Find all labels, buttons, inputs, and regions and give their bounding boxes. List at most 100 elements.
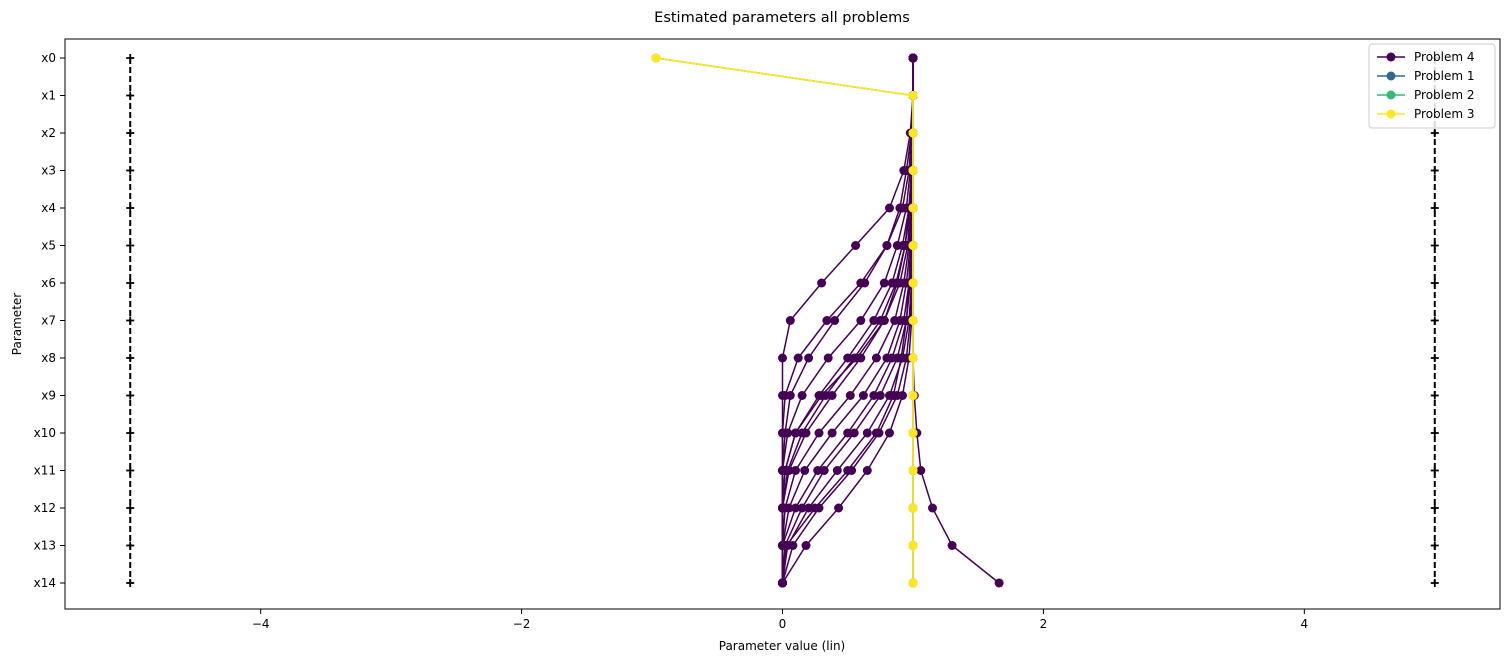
data-point [784,503,794,513]
data-point [908,428,918,438]
data-point [849,428,859,438]
data-point [830,316,840,325]
data-point [858,391,868,400]
data-point [822,316,832,325]
x-tick-label: −2 [513,617,531,631]
data-point [804,353,814,363]
y-axis: x0 x1 x2 x3 x4 x5 x6 x7 x8 x9 x10 x11 x12 x13 x14 [34,51,65,590]
y-tick-label: x8 [41,351,56,365]
data-point [869,316,879,325]
data-point [908,128,918,138]
data-point [800,466,810,475]
y-tick-label: x3 [41,164,56,178]
data-point [813,466,823,475]
y-tick-label: x9 [41,389,56,403]
data-point [898,391,907,400]
legend-marker [1386,71,1396,81]
data-point [814,428,824,438]
upper-bound-marker [1430,166,1439,175]
legend-item: Problem 2 [1377,88,1475,102]
data-point [791,428,800,438]
data-point [651,53,661,63]
upper-bound-marker [1430,466,1439,475]
data-point [885,391,894,400]
upper-bound-marker [1430,129,1439,137]
lower-bound-marker [126,466,135,475]
x-axis: −4 −2 0 2 4 [252,609,1308,631]
lower-bound-marker [126,429,135,437]
data-point [847,466,857,475]
data-point [908,578,918,588]
data-point [783,466,793,475]
x-tick-label: 2 [1040,617,1048,631]
data-point [891,278,901,288]
lower-bound-marker [126,316,135,325]
lower-bound-marker [126,579,135,587]
data-point [908,353,918,363]
data-point [869,391,879,400]
plot-area [126,53,1439,588]
y-tick-label: x12 [34,501,56,515]
legend-label: Problem 1 [1414,69,1475,83]
data-point [827,428,837,438]
y-tick-label: x2 [41,126,56,140]
y-tick-label: x11 [34,464,56,478]
upper-bound-marker [1430,429,1439,437]
x-tick-label: −4 [252,617,270,631]
lower-bound-marker [126,54,135,62]
data-point [862,466,872,475]
series-line [912,58,1000,584]
lower-bound-marker [126,91,135,100]
data-point [788,541,798,550]
data-point [885,203,894,213]
data-point [994,578,1004,588]
data-point [908,203,918,213]
upper-bound-marker [1430,579,1439,587]
y-tick-label: x14 [34,576,56,590]
chart-title: Estimated parameters all problems [654,10,910,26]
legend-box [1368,43,1496,129]
x-tick-label: 0 [779,617,787,631]
y-tick-label: x4 [41,201,56,215]
data-point [882,241,892,250]
lower-bound-marker [126,241,135,250]
legend-marker [1386,52,1396,62]
data-point [856,316,866,325]
data-point [785,316,795,325]
y-tick-label: x7 [41,314,56,328]
lower-bound-marker [126,129,135,137]
upper-bound-marker [1430,241,1439,250]
legend-label: Problem 2 [1414,88,1475,102]
data-point [908,391,918,400]
data-point [778,353,787,363]
x-tick-label: 4 [1300,617,1308,631]
data-point [834,503,844,513]
data-point [793,353,803,363]
y-tick-label: x6 [41,276,56,290]
data-point [875,316,885,325]
data-point [908,166,918,175]
data-point [845,391,855,400]
data-point [895,203,905,213]
lower-bound-marker [126,504,135,512]
data-point [908,541,918,550]
y-tick-label: x10 [34,426,56,440]
legend: Problem 4 Problem 1 Problem 2 Problem 3 [1368,43,1496,129]
data-point [928,503,937,513]
lower-bound-marker [126,166,135,175]
data-point [785,391,795,400]
legend-item: Problem 4 [1377,50,1475,64]
data-point [908,91,918,100]
data-point [823,353,833,363]
series-problem-3 [651,53,918,588]
y-tick-label: x1 [41,89,56,103]
legend-label: Problem 3 [1414,107,1475,121]
legend-item: Problem 1 [1377,69,1475,83]
data-point [778,578,787,588]
data-point [916,466,926,475]
y-tick-label: x0 [41,51,56,65]
upper-bound-marker [1430,354,1439,362]
data-point [860,278,870,288]
legend-marker [1386,90,1396,100]
